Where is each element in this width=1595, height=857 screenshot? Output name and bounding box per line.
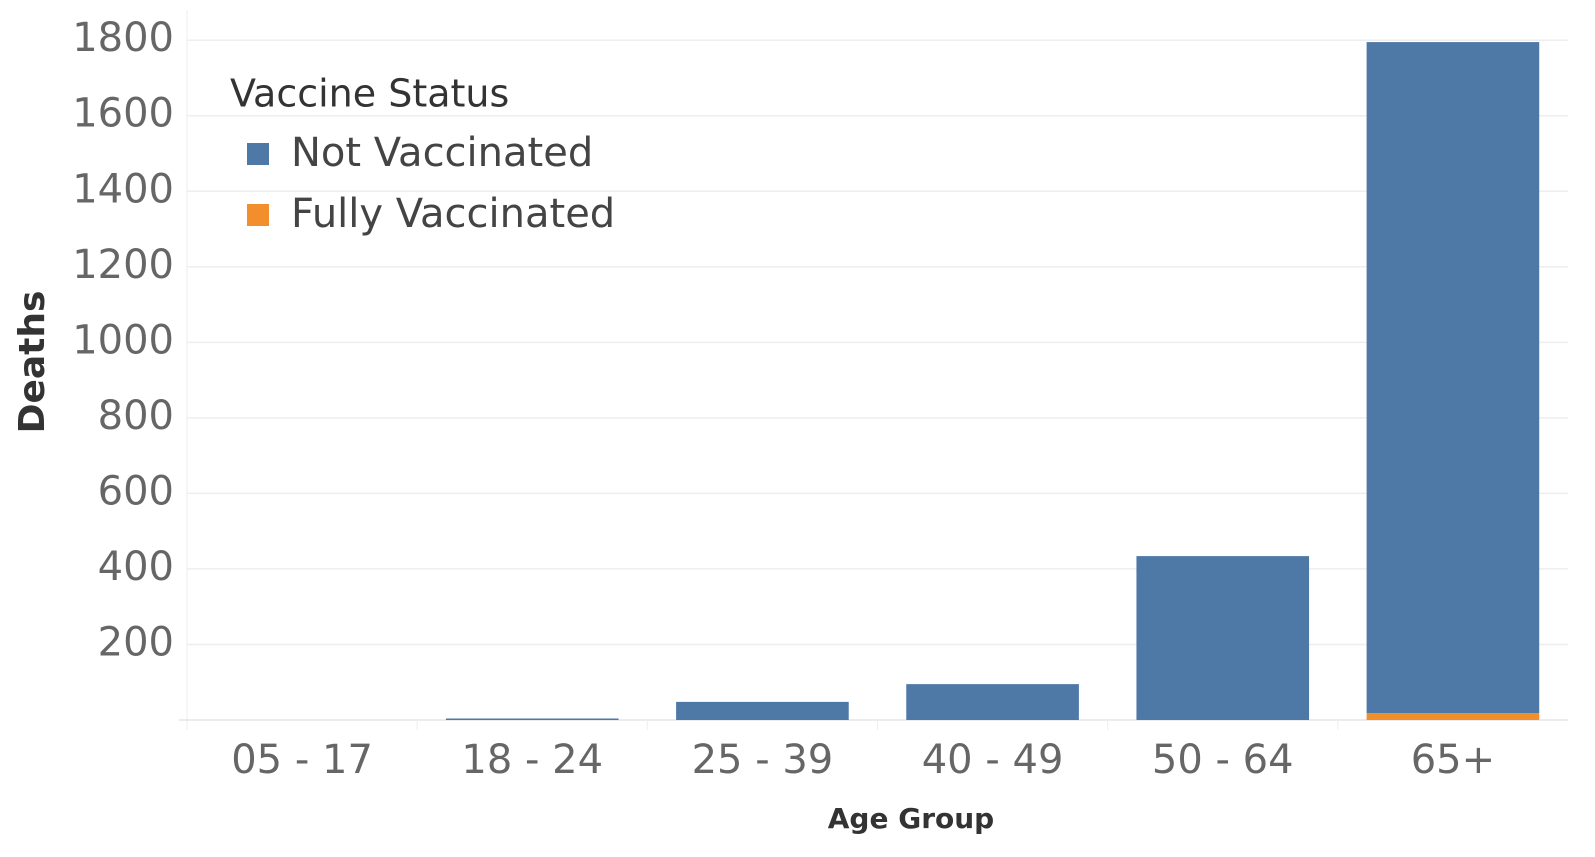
y-axis-title: Deaths (12, 291, 53, 434)
bar-segment (1136, 556, 1310, 720)
bar-segment (906, 684, 1079, 720)
bar-segment (1366, 713, 1540, 720)
x-tick-label: 40 - 49 (922, 737, 1064, 783)
bar-segment (445, 718, 619, 720)
legend-title: Vaccine Status (230, 72, 509, 116)
x-axis-title: Age Group (828, 802, 994, 835)
legend-label: Not Vaccinated (291, 130, 593, 176)
legend-swatch (247, 204, 269, 226)
x-tick-label: 05 - 17 (231, 737, 373, 783)
y-tick-label: 1400 (72, 166, 174, 212)
y-tick-label: 1000 (72, 317, 174, 363)
y-tick-label: 200 (98, 619, 174, 665)
y-tick-label: 400 (98, 544, 174, 590)
x-tick-label: 50 - 64 (1152, 737, 1294, 783)
y-tick-label: 800 (98, 393, 174, 439)
y-tick-label: 1600 (72, 91, 174, 137)
legend-label: Fully Vaccinated (291, 191, 615, 237)
y-tick-label: 1800 (72, 15, 174, 61)
y-tick-label: 1200 (72, 242, 174, 288)
x-tick-label: 18 - 24 (461, 737, 603, 783)
x-tick-label: 65+ (1411, 737, 1495, 783)
y-tick-label: 600 (98, 468, 174, 514)
bar-segment (1366, 42, 1540, 714)
x-tick-label: 25 - 39 (692, 737, 834, 783)
legend-swatch (247, 143, 269, 165)
bar-segment (676, 701, 849, 720)
